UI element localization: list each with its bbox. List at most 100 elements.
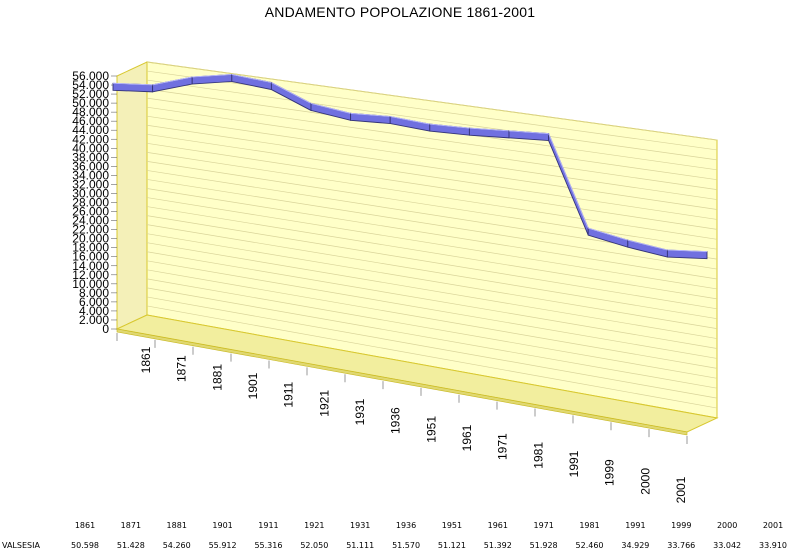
table-year: 1911	[258, 521, 278, 530]
table-year: 1971	[533, 521, 553, 530]
y-tick-label: 24.000	[72, 214, 109, 228]
y-tick-label: 52.000	[72, 87, 109, 101]
line-highlight	[627, 239, 668, 251]
x-tick-label: 1981	[531, 442, 545, 469]
y-tick-label: 10.000	[72, 277, 109, 291]
gridline	[146, 79, 718, 161]
floor-edge	[116, 328, 688, 436]
y-tick-label: 42.000	[72, 132, 109, 146]
y-tick-label: 22.000	[72, 223, 109, 237]
gridline	[146, 278, 718, 379]
chart-title: ANDAMENTO POPOLAZIONE 1861-2001	[264, 4, 536, 20]
table-value: 34.929	[621, 541, 649, 550]
y-tick-label: 2.000	[79, 313, 109, 327]
plot-back-wall	[116, 61, 718, 419]
table-value: 33.910	[759, 541, 787, 550]
line-highlight	[350, 112, 391, 118]
line-highlight	[271, 82, 312, 104]
gridline	[146, 61, 718, 141]
gridline	[146, 269, 718, 369]
gridline	[146, 197, 718, 290]
table-year: 1861	[75, 521, 95, 530]
y-tick-label: 0	[102, 322, 109, 336]
line-highlight	[429, 123, 470, 129]
back-wall	[146, 61, 718, 419]
table-value: 50.598	[71, 541, 99, 550]
y-tick-label: 54.000	[72, 78, 109, 92]
y-tick-label: 18.000	[72, 241, 109, 255]
line-highlight	[548, 133, 589, 229]
y-tick-label: 6.000	[79, 295, 109, 309]
table-value: 51.428	[117, 541, 145, 550]
gridline	[146, 179, 718, 270]
y-tick-label: 40.000	[72, 141, 109, 155]
table-value: 33.766	[667, 541, 695, 550]
gridline	[146, 188, 718, 280]
gridline	[146, 296, 718, 399]
table-year: 1921	[304, 521, 324, 530]
plot-floor	[115, 314, 719, 436]
y-tick-label: 46.000	[72, 114, 109, 128]
x-tick-label: 1936	[389, 407, 403, 434]
table-value: 51.111	[346, 541, 374, 550]
y-tick-label: 34.000	[72, 168, 109, 182]
table-year: 1931	[350, 521, 370, 530]
table-year: 1936	[396, 521, 416, 530]
gridline	[146, 70, 718, 151]
x-tick-label: 1861	[139, 346, 153, 373]
x-tick-label: 1999	[603, 459, 617, 486]
y-tick-label: 56.000	[72, 69, 109, 83]
left-wall	[116, 61, 148, 330]
gridline	[146, 152, 718, 240]
line-highlight	[112, 82, 153, 86]
line-highlight	[469, 127, 510, 132]
table-year: 1881	[167, 521, 187, 530]
y-tick-label: 36.000	[72, 159, 109, 173]
gridline	[146, 142, 718, 230]
gridline	[146, 215, 718, 310]
y-tick-label: 8.000	[79, 286, 109, 300]
x-tick-label: 1911	[282, 381, 296, 407]
y-tick-label: 20.000	[72, 232, 109, 246]
table-year: 2001	[763, 521, 783, 530]
gridline	[146, 161, 718, 250]
gridline	[146, 206, 718, 300]
table-value: 55.912	[209, 541, 237, 550]
table-value: 52.050	[300, 541, 328, 550]
x-axis: 1861 1871 1881 1901 1911 1921 1931 1936 1951 1961…	[116, 333, 688, 503]
y-tick-label: 16.000	[72, 250, 109, 264]
line-highlight	[192, 74, 232, 78]
x-tick-label: 1991	[567, 450, 581, 477]
gridline	[146, 242, 718, 339]
x-tick-label: 1971	[496, 433, 510, 460]
table-value: 55.316	[254, 541, 282, 550]
table-value: 51.570	[392, 541, 420, 550]
table-year: 1999	[671, 521, 691, 530]
table-year: 1981	[579, 521, 599, 530]
gridline	[146, 260, 718, 359]
line-highlight	[508, 130, 549, 135]
gridline	[146, 224, 718, 320]
gridline	[146, 106, 718, 190]
y-axis: 02.0004.0006.0008.00010.00012.00014.0001…	[72, 69, 117, 336]
x-tick-label: 1871	[175, 355, 189, 382]
line-highlight	[152, 76, 193, 86]
line-highlight	[390, 116, 430, 125]
table-year: 1951	[442, 521, 462, 530]
y-tick-label: 26.000	[72, 205, 109, 219]
x-tick-label: 1901	[246, 372, 260, 399]
x-tick-label: 1921	[317, 390, 331, 417]
line-highlight	[310, 102, 351, 114]
y-tick-label: 38.000	[72, 150, 109, 164]
table-year: 2000	[717, 521, 737, 530]
data-table: VALSESIA 1861 50.598 1871 51.428 1881 54.260 19…	[2, 521, 787, 550]
y-tick-label: 30.000	[72, 186, 109, 200]
x-tick-label: 1961	[460, 424, 474, 451]
y-tick-label: 48.000	[72, 105, 109, 119]
table-value: 51.392	[484, 541, 512, 550]
table-year: 1901	[212, 521, 232, 530]
gridline	[146, 251, 718, 349]
y-tick-label: 50.000	[72, 96, 109, 110]
table-row-label: VALSESIA	[2, 541, 40, 550]
gridline	[146, 115, 718, 200]
